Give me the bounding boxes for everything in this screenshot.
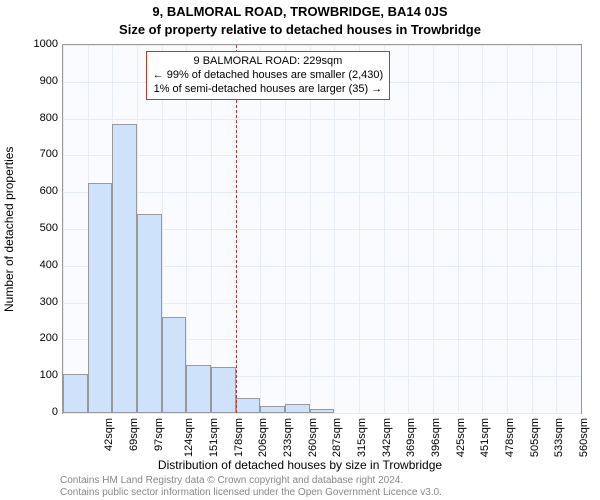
y-tick-label: 200 bbox=[20, 332, 58, 344]
histogram-bar bbox=[260, 406, 285, 413]
x-tick-label: 151sqm bbox=[208, 418, 220, 457]
chart-subtitle: Size of property relative to detached ho… bbox=[0, 22, 600, 37]
gridline-v bbox=[556, 45, 557, 413]
chart-container: 9, BALMORAL ROAD, TROWBRIDGE, BA14 0JS S… bbox=[0, 0, 600, 500]
x-tick-label: 206sqm bbox=[257, 418, 269, 457]
x-tick-label: 42sqm bbox=[103, 418, 115, 451]
plot-area: 9 BALMORAL ROAD: 229sqm ← 99% of detache… bbox=[62, 44, 582, 414]
y-tick-label: 100 bbox=[20, 369, 58, 381]
gridline-h bbox=[63, 119, 581, 120]
x-tick-label: 505sqm bbox=[529, 418, 541, 457]
histogram-bar bbox=[310, 409, 335, 413]
x-tick-label: 287sqm bbox=[331, 418, 343, 457]
y-tick-label: 800 bbox=[20, 112, 58, 124]
callout-line-2: ← 99% of detached houses are smaller (2,… bbox=[153, 69, 384, 83]
gridline-v bbox=[482, 45, 483, 413]
x-axis-label: Distribution of detached houses by size … bbox=[0, 458, 600, 472]
gridline-v bbox=[408, 45, 409, 413]
y-axis-label: Number of detached properties bbox=[2, 146, 16, 311]
x-tick-label: 315sqm bbox=[356, 418, 368, 457]
x-tick-label: 533sqm bbox=[553, 418, 565, 457]
marker-callout: 9 BALMORAL ROAD: 229sqm ← 99% of detache… bbox=[146, 51, 391, 100]
credit-line-1: Contains HM Land Registry data © Crown c… bbox=[60, 475, 442, 487]
y-tick-label: 700 bbox=[20, 148, 58, 160]
histogram-bar bbox=[211, 367, 236, 413]
histogram-bar bbox=[162, 317, 187, 413]
y-tick-label: 0 bbox=[20, 406, 58, 418]
y-tick-label: 600 bbox=[20, 185, 58, 197]
x-tick-label: 69sqm bbox=[128, 418, 140, 451]
x-tick-label: 342sqm bbox=[381, 418, 393, 457]
data-credits: Contains HM Land Registry data © Crown c… bbox=[60, 475, 442, 498]
gridline-v bbox=[63, 45, 64, 413]
chart-title-address: 9, BALMORAL ROAD, TROWBRIDGE, BA14 0JS bbox=[0, 4, 600, 19]
histogram-bar bbox=[236, 398, 261, 413]
callout-line-3: 1% of semi-detached houses are larger (3… bbox=[153, 83, 384, 97]
y-tick-label: 400 bbox=[20, 259, 58, 271]
x-tick-label: 97sqm bbox=[153, 418, 165, 451]
callout-line-1: 9 BALMORAL ROAD: 229sqm bbox=[153, 55, 384, 69]
credit-line-2: Contains public sector information licen… bbox=[60, 487, 442, 499]
x-tick-label: 396sqm bbox=[430, 418, 442, 457]
y-tick-label: 300 bbox=[20, 296, 58, 308]
gridline-v bbox=[458, 45, 459, 413]
histogram-bar bbox=[186, 365, 211, 413]
x-tick-label: 478sqm bbox=[504, 418, 516, 457]
gridline-h bbox=[63, 155, 581, 156]
gridline-v bbox=[532, 45, 533, 413]
gridline-h bbox=[63, 413, 581, 414]
histogram-bar bbox=[112, 124, 137, 413]
x-tick-label: 178sqm bbox=[233, 418, 245, 457]
y-tick-label: 500 bbox=[20, 222, 58, 234]
x-tick-label: 260sqm bbox=[307, 418, 319, 457]
x-tick-label: 369sqm bbox=[405, 418, 417, 457]
y-tick-label: 900 bbox=[20, 75, 58, 87]
gridline-h bbox=[63, 45, 581, 46]
histogram-bar bbox=[137, 214, 162, 413]
x-tick-label: 233sqm bbox=[282, 418, 294, 457]
y-tick-label: 1000 bbox=[20, 38, 58, 50]
x-tick-label: 425sqm bbox=[455, 418, 467, 457]
x-tick-label: 124sqm bbox=[183, 418, 195, 457]
histogram-bar bbox=[63, 374, 88, 413]
histogram-bar bbox=[88, 183, 113, 413]
histogram-bar bbox=[285, 404, 310, 413]
gridline-h bbox=[63, 192, 581, 193]
x-tick-label: 560sqm bbox=[578, 418, 590, 457]
gridline-v bbox=[433, 45, 434, 413]
x-tick-label: 451sqm bbox=[479, 418, 491, 457]
gridline-v bbox=[507, 45, 508, 413]
